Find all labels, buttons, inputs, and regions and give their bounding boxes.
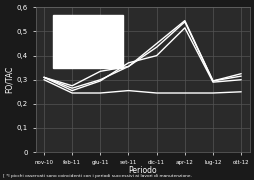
FancyBboxPatch shape bbox=[52, 15, 123, 68]
Text: [ *I picchi osservati sono coincidenti con i periodi successivi ai lavori di man: [ *I picchi osservati sono coincidenti c… bbox=[3, 174, 191, 178]
X-axis label: Periodo: Periodo bbox=[128, 166, 156, 175]
Y-axis label: FO/TAC: FO/TAC bbox=[5, 66, 14, 93]
